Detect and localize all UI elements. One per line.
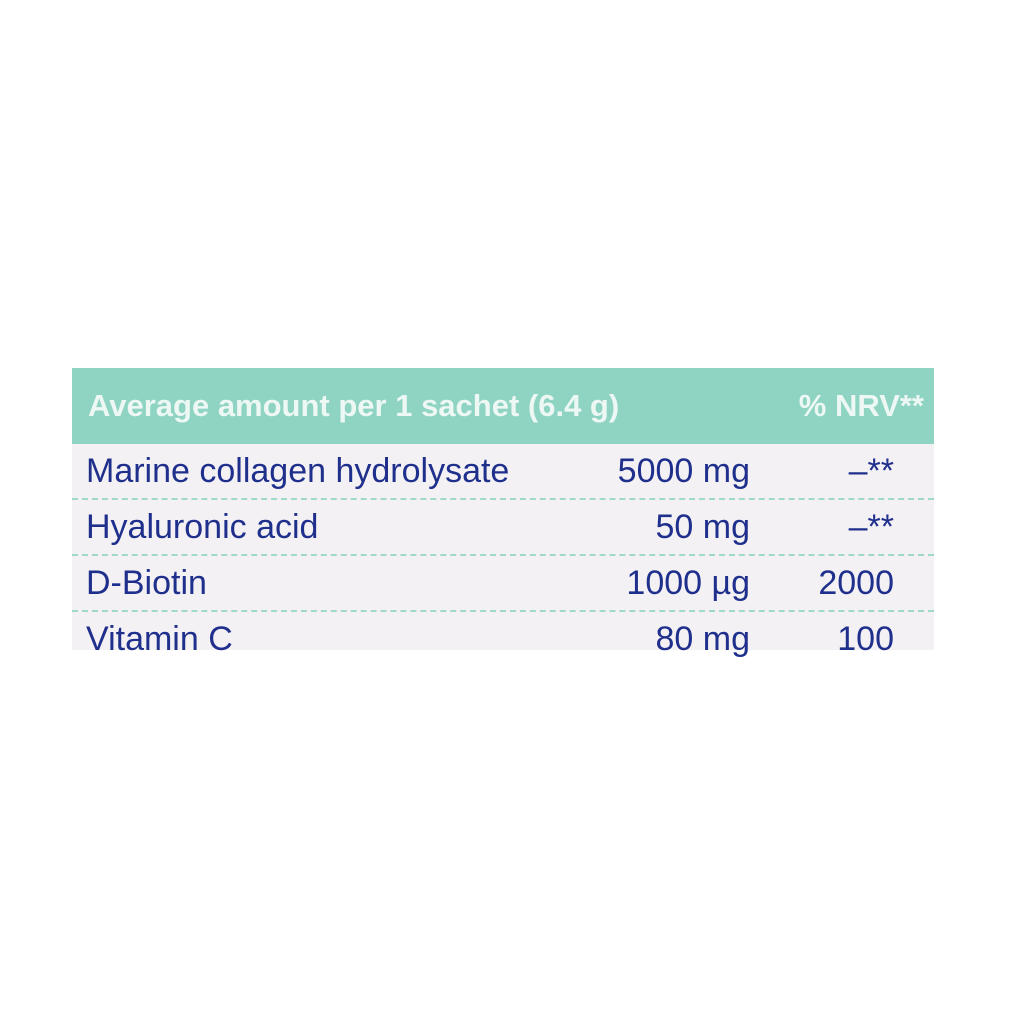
table-cell: –** [848,452,894,490]
table-cell: 2000 [818,564,894,602]
table-row: Marine collagen hydrolysate 5000 mg –** [72,444,934,500]
table-cell: D-Biotin [86,564,207,602]
table-cell: Vitamin C [86,620,233,658]
table-row: Vitamin C 80 mg 100 [72,612,934,666]
table-cell: 50 mg [655,508,751,546]
table-row: D-Biotin 1000 µg 2000 [72,556,934,612]
table-cell: 1000 µg [626,564,750,602]
table-cell: 5000 mg [617,452,750,490]
nutrition-table: Average amount per 1 sachet (6.4 g) % NR… [72,368,934,658]
table-cell: –** [848,508,894,546]
header-cell: % NRV** [798,388,924,423]
table-header: Average amount per 1 sachet (6.4 g) % NR… [72,368,934,444]
table-row: Hyaluronic acid 50 mg –** [72,500,934,556]
table-body: Marine collagen hydrolysate 5000 mg –** Hya… [72,444,934,666]
table-cell: 80 mg [655,620,751,658]
header-cell: Average amount per 1 sachet (6.4 g) [88,388,620,423]
table-cell: Hyaluronic acid [86,508,319,546]
table-cell: 100 [837,620,894,658]
table-cell: Marine collagen hydrolysate [86,452,510,490]
